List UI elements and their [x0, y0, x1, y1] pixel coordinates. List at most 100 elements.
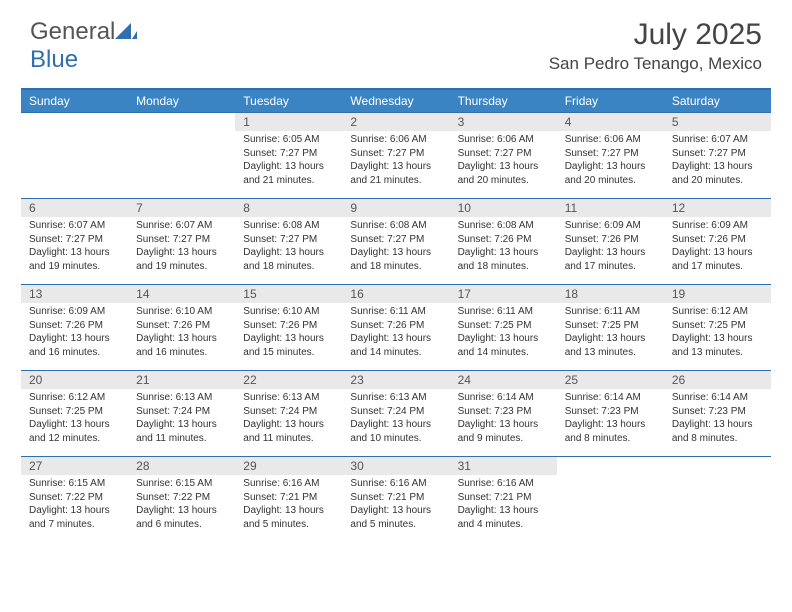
weekday-header: Saturday — [664, 89, 771, 113]
sunset-text: Sunset: 7:26 PM — [136, 319, 227, 333]
day-details: Sunrise: 6:06 AMSunset: 7:27 PMDaylight:… — [342, 131, 449, 191]
day-details: Sunrise: 6:07 AMSunset: 7:27 PMDaylight:… — [664, 131, 771, 191]
sunrise-text: Sunrise: 6:11 AM — [565, 305, 656, 319]
daylight-text: Daylight: 13 hours and 14 minutes. — [350, 332, 441, 359]
day-number: 24 — [450, 371, 557, 389]
weekday-header: Friday — [557, 89, 664, 113]
day-number: 29 — [235, 457, 342, 475]
daylight-text: Daylight: 13 hours and 16 minutes. — [136, 332, 227, 359]
calendar-day-cell: 16Sunrise: 6:11 AMSunset: 7:26 PMDayligh… — [342, 285, 449, 371]
day-details: Sunrise: 6:13 AMSunset: 7:24 PMDaylight:… — [128, 389, 235, 449]
location-label: San Pedro Tenango, Mexico — [549, 54, 762, 74]
daylight-text: Daylight: 13 hours and 16 minutes. — [29, 332, 120, 359]
sunset-text: Sunset: 7:21 PM — [243, 491, 334, 505]
day-number: 13 — [21, 285, 128, 303]
sunrise-text: Sunrise: 6:06 AM — [458, 133, 549, 147]
day-details: Sunrise: 6:09 AMSunset: 7:26 PMDaylight:… — [21, 303, 128, 363]
sunset-text: Sunset: 7:27 PM — [243, 147, 334, 161]
day-number: 27 — [21, 457, 128, 475]
calendar-day-cell: 26Sunrise: 6:14 AMSunset: 7:23 PMDayligh… — [664, 371, 771, 457]
day-number: 8 — [235, 199, 342, 217]
calendar-day-cell: 3Sunrise: 6:06 AMSunset: 7:27 PMDaylight… — [450, 113, 557, 199]
calendar-week-row: 27Sunrise: 6:15 AMSunset: 7:22 PMDayligh… — [21, 457, 771, 543]
daylight-text: Daylight: 13 hours and 13 minutes. — [565, 332, 656, 359]
sunrise-text: Sunrise: 6:16 AM — [350, 477, 441, 491]
day-details: Sunrise: 6:15 AMSunset: 7:22 PMDaylight:… — [21, 475, 128, 535]
sunrise-text: Sunrise: 6:07 AM — [29, 219, 120, 233]
sunset-text: Sunset: 7:21 PM — [458, 491, 549, 505]
day-number: 2 — [342, 113, 449, 131]
day-details: Sunrise: 6:09 AMSunset: 7:26 PMDaylight:… — [557, 217, 664, 277]
sunrise-text: Sunrise: 6:10 AM — [243, 305, 334, 319]
daylight-text: Daylight: 13 hours and 4 minutes. — [458, 504, 549, 531]
sunrise-text: Sunrise: 6:12 AM — [672, 305, 763, 319]
day-number: 7 — [128, 199, 235, 217]
calendar-day-cell: 27Sunrise: 6:15 AMSunset: 7:22 PMDayligh… — [21, 457, 128, 543]
day-details: Sunrise: 6:06 AMSunset: 7:27 PMDaylight:… — [450, 131, 557, 191]
calendar-day-cell: 12Sunrise: 6:09 AMSunset: 7:26 PMDayligh… — [664, 199, 771, 285]
daylight-text: Daylight: 13 hours and 17 minutes. — [672, 246, 763, 273]
sunrise-text: Sunrise: 6:05 AM — [243, 133, 334, 147]
day-number: 11 — [557, 199, 664, 217]
calendar-day-cell: 14Sunrise: 6:10 AMSunset: 7:26 PMDayligh… — [128, 285, 235, 371]
day-number: 10 — [450, 199, 557, 217]
sunrise-text: Sunrise: 6:12 AM — [29, 391, 120, 405]
sunset-text: Sunset: 7:27 PM — [565, 147, 656, 161]
sunset-text: Sunset: 7:25 PM — [672, 319, 763, 333]
sunrise-text: Sunrise: 6:09 AM — [565, 219, 656, 233]
calendar-day-cell: 30Sunrise: 6:16 AMSunset: 7:21 PMDayligh… — [342, 457, 449, 543]
day-details: Sunrise: 6:11 AMSunset: 7:26 PMDaylight:… — [342, 303, 449, 363]
daylight-text: Daylight: 13 hours and 7 minutes. — [29, 504, 120, 531]
sunset-text: Sunset: 7:24 PM — [136, 405, 227, 419]
day-details: Sunrise: 6:12 AMSunset: 7:25 PMDaylight:… — [21, 389, 128, 449]
sunset-text: Sunset: 7:22 PM — [136, 491, 227, 505]
daylight-text: Daylight: 13 hours and 20 minutes. — [672, 160, 763, 187]
day-details: Sunrise: 6:15 AMSunset: 7:22 PMDaylight:… — [128, 475, 235, 535]
sunset-text: Sunset: 7:27 PM — [458, 147, 549, 161]
daylight-text: Daylight: 13 hours and 18 minutes. — [243, 246, 334, 273]
sunset-text: Sunset: 7:26 PM — [672, 233, 763, 247]
calendar-week-row: 13Sunrise: 6:09 AMSunset: 7:26 PMDayligh… — [21, 285, 771, 371]
sunrise-text: Sunrise: 6:13 AM — [243, 391, 334, 405]
daylight-text: Daylight: 13 hours and 21 minutes. — [350, 160, 441, 187]
day-details: Sunrise: 6:14 AMSunset: 7:23 PMDaylight:… — [450, 389, 557, 449]
calendar-day-cell — [128, 113, 235, 199]
sunset-text: Sunset: 7:27 PM — [350, 147, 441, 161]
sunset-text: Sunset: 7:25 PM — [565, 319, 656, 333]
daylight-text: Daylight: 13 hours and 6 minutes. — [136, 504, 227, 531]
weekday-header: Sunday — [21, 89, 128, 113]
day-number: 17 — [450, 285, 557, 303]
sunset-text: Sunset: 7:27 PM — [29, 233, 120, 247]
daylight-text: Daylight: 13 hours and 20 minutes. — [565, 160, 656, 187]
sunset-text: Sunset: 7:26 PM — [565, 233, 656, 247]
sunset-text: Sunset: 7:26 PM — [29, 319, 120, 333]
calendar-day-cell: 2Sunrise: 6:06 AMSunset: 7:27 PMDaylight… — [342, 113, 449, 199]
calendar-week-row: 1Sunrise: 6:05 AMSunset: 7:27 PMDaylight… — [21, 113, 771, 199]
daylight-text: Daylight: 13 hours and 20 minutes. — [458, 160, 549, 187]
daylight-text: Daylight: 13 hours and 14 minutes. — [458, 332, 549, 359]
sunrise-text: Sunrise: 6:16 AM — [243, 477, 334, 491]
calendar-day-cell — [664, 457, 771, 543]
daylight-text: Daylight: 13 hours and 18 minutes. — [458, 246, 549, 273]
sunset-text: Sunset: 7:26 PM — [458, 233, 549, 247]
weekday-header: Thursday — [450, 89, 557, 113]
calendar-day-cell: 22Sunrise: 6:13 AMSunset: 7:24 PMDayligh… — [235, 371, 342, 457]
day-details: Sunrise: 6:06 AMSunset: 7:27 PMDaylight:… — [557, 131, 664, 191]
day-details: Sunrise: 6:08 AMSunset: 7:27 PMDaylight:… — [235, 217, 342, 277]
sunrise-text: Sunrise: 6:14 AM — [458, 391, 549, 405]
calendar-day-cell — [21, 113, 128, 199]
day-number: 14 — [128, 285, 235, 303]
sunset-text: Sunset: 7:27 PM — [350, 233, 441, 247]
day-number: 20 — [21, 371, 128, 389]
calendar-day-cell: 20Sunrise: 6:12 AMSunset: 7:25 PMDayligh… — [21, 371, 128, 457]
calendar-day-cell: 31Sunrise: 6:16 AMSunset: 7:21 PMDayligh… — [450, 457, 557, 543]
calendar-day-cell: 23Sunrise: 6:13 AMSunset: 7:24 PMDayligh… — [342, 371, 449, 457]
sunrise-text: Sunrise: 6:14 AM — [672, 391, 763, 405]
day-details: Sunrise: 6:08 AMSunset: 7:27 PMDaylight:… — [342, 217, 449, 277]
day-number: 19 — [664, 285, 771, 303]
sunrise-text: Sunrise: 6:11 AM — [458, 305, 549, 319]
sunset-text: Sunset: 7:22 PM — [29, 491, 120, 505]
sunset-text: Sunset: 7:24 PM — [350, 405, 441, 419]
day-details: Sunrise: 6:11 AMSunset: 7:25 PMDaylight:… — [450, 303, 557, 363]
calendar-day-cell: 7Sunrise: 6:07 AMSunset: 7:27 PMDaylight… — [128, 199, 235, 285]
